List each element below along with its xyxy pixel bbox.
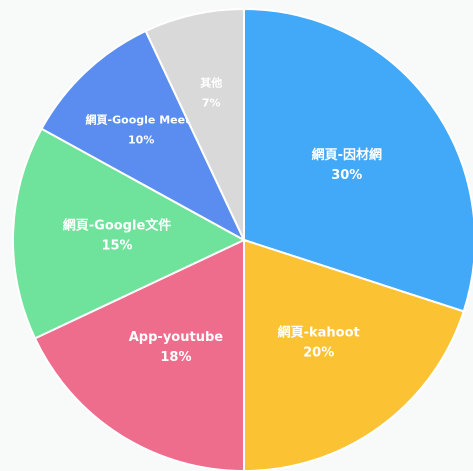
pie-slice [243,7,473,313]
slice-value-label: 30% [331,168,362,183]
slice-value-label: 20% [303,345,334,360]
slice-value-label: 15% [101,239,132,254]
pie-slice [12,127,247,340]
slice-value-label: 10% [128,134,154,147]
slice-label: 網頁-Google文件 [63,218,172,234]
slice-label: 網頁-Google Meets [86,113,198,127]
pie-slice [243,238,465,471]
slice-label: 網頁-因材網 [312,147,382,163]
pie-slice [33,238,245,471]
slice-value-label: 18% [160,350,191,365]
slice-label: App-youtube [129,330,224,345]
slice-value-label: 7% [202,96,221,109]
slice-label: 網頁-kahoot [278,324,360,340]
pie-slice [144,7,245,241]
pie-slice [40,29,247,243]
slice-label: 其他 [200,75,222,89]
